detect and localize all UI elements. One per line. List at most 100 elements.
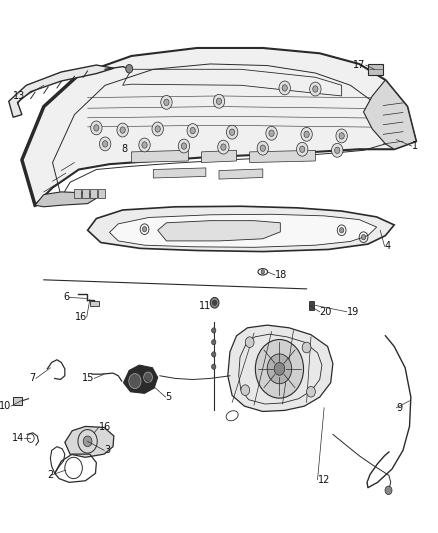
Circle shape <box>226 125 238 139</box>
Polygon shape <box>219 169 263 179</box>
Circle shape <box>212 328 216 333</box>
Text: 16: 16 <box>74 312 87 322</box>
Circle shape <box>126 64 133 73</box>
Circle shape <box>181 143 187 149</box>
Polygon shape <box>22 48 416 205</box>
Circle shape <box>300 146 305 152</box>
Circle shape <box>155 126 160 132</box>
Circle shape <box>339 228 344 233</box>
Circle shape <box>304 131 309 138</box>
Polygon shape <box>364 80 416 149</box>
Circle shape <box>260 145 265 151</box>
Circle shape <box>218 140 229 154</box>
Polygon shape <box>35 192 96 207</box>
Circle shape <box>245 337 254 348</box>
Text: 17: 17 <box>353 60 366 70</box>
Circle shape <box>152 122 163 136</box>
Circle shape <box>336 129 347 143</box>
Polygon shape <box>98 189 105 198</box>
Polygon shape <box>153 168 206 178</box>
Text: 20: 20 <box>320 307 332 317</box>
Circle shape <box>210 297 219 308</box>
Circle shape <box>221 144 226 150</box>
Polygon shape <box>90 301 99 306</box>
Text: 4: 4 <box>385 241 391 251</box>
Polygon shape <box>158 221 280 241</box>
Text: 2: 2 <box>47 471 53 480</box>
Circle shape <box>261 270 265 274</box>
Text: 11: 11 <box>199 302 211 311</box>
Text: 8: 8 <box>122 144 128 154</box>
Text: 12: 12 <box>318 475 330 484</box>
Circle shape <box>99 137 111 151</box>
Circle shape <box>129 374 141 389</box>
Circle shape <box>361 235 366 240</box>
Circle shape <box>178 139 190 153</box>
Circle shape <box>339 133 344 139</box>
Circle shape <box>83 436 92 447</box>
FancyBboxPatch shape <box>309 301 314 310</box>
Text: 1: 1 <box>412 141 418 151</box>
Circle shape <box>212 352 216 357</box>
Circle shape <box>139 138 150 152</box>
Circle shape <box>255 340 304 398</box>
Circle shape <box>297 142 308 156</box>
Circle shape <box>282 85 287 91</box>
Circle shape <box>302 342 311 353</box>
Text: 5: 5 <box>166 392 172 402</box>
Polygon shape <box>74 189 81 198</box>
Circle shape <box>335 147 340 154</box>
Circle shape <box>274 362 285 375</box>
Circle shape <box>279 81 290 95</box>
FancyBboxPatch shape <box>368 64 383 75</box>
Polygon shape <box>88 206 394 252</box>
Polygon shape <box>82 189 89 198</box>
Circle shape <box>257 141 268 155</box>
Polygon shape <box>90 189 97 198</box>
Circle shape <box>213 94 225 108</box>
Circle shape <box>267 354 292 384</box>
Text: 18: 18 <box>275 270 287 280</box>
Polygon shape <box>9 65 114 117</box>
Polygon shape <box>124 365 158 393</box>
Text: 3: 3 <box>104 446 110 455</box>
Circle shape <box>212 364 216 369</box>
Polygon shape <box>131 150 188 163</box>
Circle shape <box>266 126 277 140</box>
Circle shape <box>94 125 99 131</box>
Text: 7: 7 <box>30 374 36 383</box>
Circle shape <box>216 98 222 104</box>
Polygon shape <box>65 426 114 457</box>
Text: 16: 16 <box>99 423 111 432</box>
Circle shape <box>332 143 343 157</box>
Circle shape <box>161 95 172 109</box>
Circle shape <box>91 121 102 135</box>
Circle shape <box>117 123 128 137</box>
Circle shape <box>269 130 274 136</box>
Circle shape <box>187 124 198 138</box>
Polygon shape <box>201 150 237 163</box>
Circle shape <box>230 129 235 135</box>
Circle shape <box>307 386 315 397</box>
Circle shape <box>164 99 169 106</box>
Circle shape <box>385 486 392 495</box>
Circle shape <box>120 127 125 133</box>
Polygon shape <box>228 325 333 411</box>
Text: 9: 9 <box>396 403 403 413</box>
Circle shape <box>310 82 321 96</box>
Polygon shape <box>13 397 22 405</box>
Polygon shape <box>110 214 377 247</box>
Circle shape <box>241 385 250 395</box>
Circle shape <box>144 372 152 383</box>
Text: 10: 10 <box>0 401 11 411</box>
Circle shape <box>190 127 195 134</box>
Circle shape <box>212 300 217 305</box>
Circle shape <box>142 227 147 232</box>
Text: 19: 19 <box>347 307 359 317</box>
Text: 14: 14 <box>12 433 24 443</box>
Text: 6: 6 <box>63 293 69 302</box>
Text: 15: 15 <box>82 374 94 383</box>
Polygon shape <box>250 150 315 163</box>
Circle shape <box>212 340 216 345</box>
Circle shape <box>301 127 312 141</box>
